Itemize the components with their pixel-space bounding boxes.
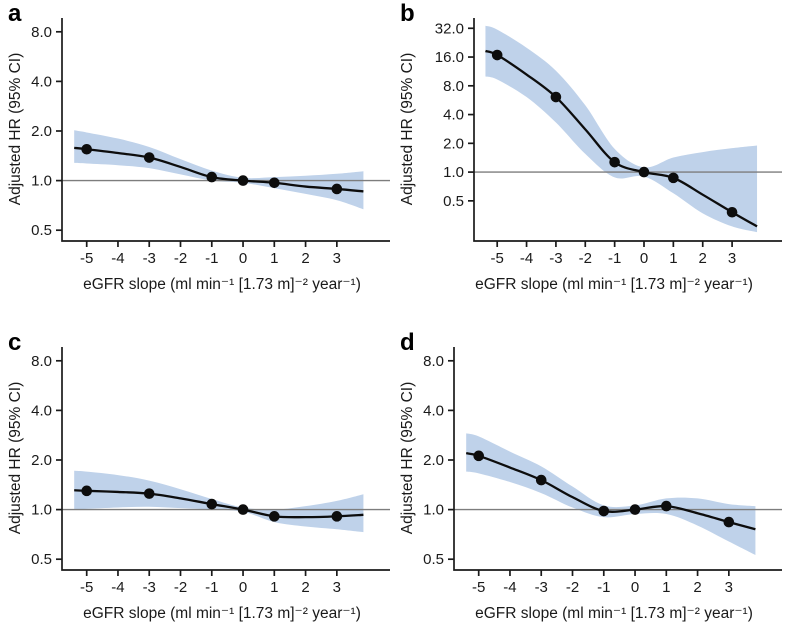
svg-text:3: 3 bbox=[333, 579, 341, 596]
panel-b-letter: b bbox=[400, 0, 415, 27]
svg-text:0.5: 0.5 bbox=[31, 551, 52, 568]
svg-text:-3: -3 bbox=[143, 579, 156, 596]
svg-text:2: 2 bbox=[693, 579, 701, 596]
svg-text:-5: -5 bbox=[80, 579, 93, 596]
svg-text:2: 2 bbox=[301, 579, 309, 596]
svg-text:-1: -1 bbox=[205, 250, 218, 267]
panel-d: d Adjusted HR (95% CI) 0.5 1.0 2.0 4.0 8.0 -5… bbox=[392, 314, 785, 628]
svg-text:-4: -4 bbox=[111, 250, 124, 267]
svg-text:0.5: 0.5 bbox=[443, 193, 464, 210]
panel-b-x-axis-label: eGFR slope (ml min⁻¹ [1.73 m]⁻² year⁻¹) bbox=[475, 276, 753, 293]
svg-text:4.0: 4.0 bbox=[31, 73, 52, 90]
svg-text:0: 0 bbox=[640, 250, 648, 267]
svg-text:0.5: 0.5 bbox=[423, 551, 444, 568]
svg-text:16.0: 16.0 bbox=[435, 49, 464, 66]
panel-c: c Adjusted HR (95% CI) 0.5 1.0 2.0 4.0 8.0 -5… bbox=[0, 314, 392, 628]
svg-text:4.0: 4.0 bbox=[423, 402, 444, 419]
svg-text:1.0: 1.0 bbox=[31, 173, 52, 190]
svg-text:-3: -3 bbox=[535, 579, 548, 596]
svg-text:8.0: 8.0 bbox=[443, 78, 464, 95]
panel-d-x-axis-label: eGFR slope (ml min⁻¹ [1.73 m]⁻² year⁻¹) bbox=[475, 605, 753, 622]
svg-text:3: 3 bbox=[333, 250, 341, 267]
svg-text:0: 0 bbox=[631, 579, 639, 596]
panel-d-plot: 0.5 1.0 2.0 4.0 8.0 -5 -4 -3 -2 -1 0 1 2 3 bbox=[423, 347, 782, 596]
svg-text:-1: -1 bbox=[597, 579, 610, 596]
svg-text:-5: -5 bbox=[80, 250, 93, 267]
panel-b: b Adjusted HR (95% CI) 0.5 1.0 2.0 4.0 8.0 16… bbox=[392, 0, 785, 314]
svg-text:-4: -4 bbox=[503, 579, 516, 596]
svg-text:-2: -2 bbox=[174, 579, 187, 596]
svg-text:-2: -2 bbox=[174, 250, 187, 267]
svg-text:1: 1 bbox=[662, 579, 670, 596]
panel-c-x-axis-label: eGFR slope (ml min⁻¹ [1.73 m]⁻² year⁻¹) bbox=[83, 605, 361, 622]
svg-text:0: 0 bbox=[239, 579, 247, 596]
svg-text:-5: -5 bbox=[472, 579, 485, 596]
svg-text:2: 2 bbox=[301, 250, 309, 267]
svg-text:2.0: 2.0 bbox=[423, 452, 444, 469]
panel-a-x-axis-label: eGFR slope (ml min⁻¹ [1.73 m]⁻² year⁻¹) bbox=[83, 276, 361, 293]
svg-text:-1: -1 bbox=[205, 579, 218, 596]
svg-text:-4: -4 bbox=[111, 579, 124, 596]
svg-text:-2: -2 bbox=[579, 250, 592, 267]
panel-a-letter: a bbox=[8, 0, 22, 27]
svg-text:1: 1 bbox=[270, 250, 278, 267]
svg-text:1.0: 1.0 bbox=[423, 502, 444, 519]
svg-text:3: 3 bbox=[728, 250, 736, 267]
svg-text:-3: -3 bbox=[549, 250, 562, 267]
panel-c-plot: 0.5 1.0 2.0 4.0 8.0 -5 -4 -3 -2 -1 0 1 2 3 bbox=[31, 347, 390, 596]
svg-text:2.0: 2.0 bbox=[31, 452, 52, 469]
svg-text:-5: -5 bbox=[491, 250, 504, 267]
svg-text:1: 1 bbox=[270, 579, 278, 596]
svg-text:2: 2 bbox=[699, 250, 707, 267]
svg-text:1.0: 1.0 bbox=[443, 164, 464, 181]
svg-text:-4: -4 bbox=[520, 250, 533, 267]
svg-text:2.0: 2.0 bbox=[31, 123, 52, 140]
svg-text:0.5: 0.5 bbox=[31, 222, 52, 239]
svg-text:8.0: 8.0 bbox=[423, 353, 444, 370]
panel-a-plot: 0.5 1.0 2.0 4.0 8.0 -5 -4 -3 -2 -1 0 1 2 3 bbox=[31, 18, 390, 267]
panel-c-letter: c bbox=[8, 329, 22, 356]
svg-text:4.0: 4.0 bbox=[443, 107, 464, 124]
svg-text:8.0: 8.0 bbox=[31, 24, 52, 41]
svg-text:32.0: 32.0 bbox=[435, 20, 464, 37]
panel-b-plot: 0.5 1.0 2.0 4.0 8.0 16.0 32.0 -5 -4 -3 -2 -1 0 1 2 3 bbox=[435, 18, 782, 267]
svg-text:3: 3 bbox=[725, 579, 733, 596]
svg-text:-2: -2 bbox=[566, 579, 579, 596]
svg-text:0: 0 bbox=[239, 250, 247, 267]
svg-text:4.0: 4.0 bbox=[31, 402, 52, 419]
panel-a: a Adjusted HR (95% CI) 0.5 1.0 2.0 4.0 8.0 -5… bbox=[0, 0, 392, 314]
svg-text:-3: -3 bbox=[143, 250, 156, 267]
svg-text:8.0: 8.0 bbox=[31, 353, 52, 370]
svg-text:1.0: 1.0 bbox=[31, 502, 52, 519]
panel-d-letter: d bbox=[400, 329, 415, 356]
svg-text:2.0: 2.0 bbox=[443, 135, 464, 152]
svg-text:1: 1 bbox=[669, 250, 677, 267]
svg-text:-1: -1 bbox=[608, 250, 621, 267]
